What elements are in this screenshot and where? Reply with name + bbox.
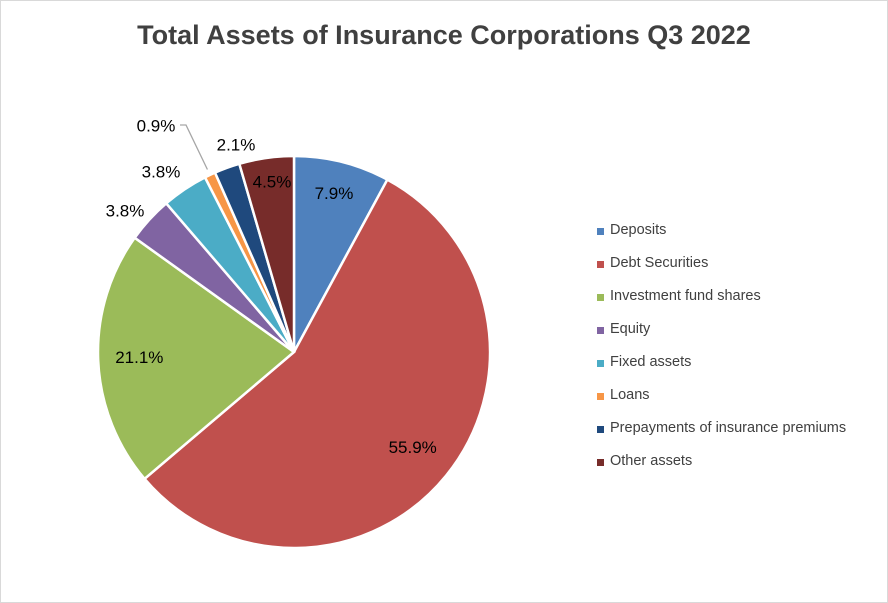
pie-slice-investment-fund-shares: [96, 236, 297, 481]
legend-swatch: [597, 393, 604, 400]
legend-swatch: [597, 426, 604, 433]
legend-item: Prepayments of insurance premiums: [597, 420, 846, 453]
legend-item: Debt Securities: [597, 255, 846, 288]
legend-label: Loans: [610, 387, 650, 403]
pie-slice-debt-securities: [142, 177, 492, 550]
chart-title: Total Assets of Insurance Corporations Q…: [137, 20, 751, 50]
legend-item: Other assets: [597, 453, 846, 486]
legend-item: Investment fund shares: [597, 288, 846, 321]
legend-swatch: [597, 459, 604, 466]
legend-swatch: [597, 228, 604, 235]
data-label: 3.8%: [142, 162, 181, 181]
data-label: 4.5%: [253, 172, 292, 191]
legend-swatch: [597, 327, 604, 334]
legend-swatch: [597, 294, 604, 301]
label-leader-line: [180, 124, 209, 170]
data-label: 7.9%: [315, 184, 354, 203]
legend-label: Debt Securities: [610, 255, 709, 271]
legend-label: Deposits: [610, 222, 667, 238]
legend-item: Fixed assets: [597, 354, 846, 387]
pie-slice-other-assets: [237, 154, 296, 353]
legend-label: Investment fund shares: [610, 288, 761, 304]
data-label: 3.8%: [106, 201, 145, 220]
legend-swatch: [597, 261, 604, 268]
legend-item: Deposits: [597, 222, 846, 255]
legend-item: Loans: [597, 387, 846, 420]
data-label: 55.9%: [389, 438, 437, 457]
legend-label: Other assets: [610, 453, 693, 469]
data-label: 21.1%: [115, 348, 163, 367]
data-label: 2.1%: [217, 135, 256, 154]
legend-label: Fixed assets: [610, 354, 692, 370]
legend-item: Equity: [597, 321, 846, 354]
legend-label: Prepayments of insurance premiums: [610, 420, 847, 436]
data-label: 0.9%: [137, 116, 176, 135]
legend-swatch: [597, 360, 604, 367]
legend-label: Equity: [610, 321, 651, 337]
pie-slice-deposits: [292, 154, 390, 353]
chart-legend: Deposits Debt Securities Investment fund s…: [597, 222, 846, 486]
